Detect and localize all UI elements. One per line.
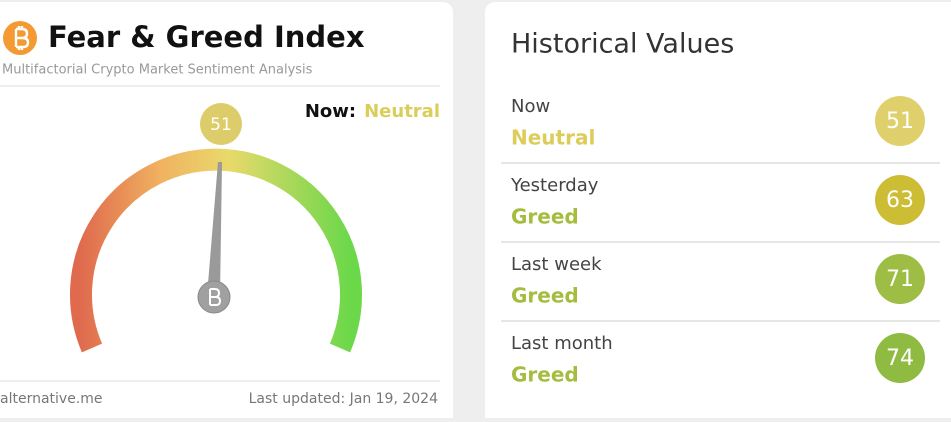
value: 71 — [886, 267, 914, 292]
period: Last month — [511, 333, 613, 354]
footer-updated: Last updated: Jan 19, 2024 — [249, 391, 438, 407]
title: Fear & Greed Index — [48, 20, 365, 54]
period: Now — [511, 96, 550, 117]
subtitle: Multifactorial Crypto Market Sentiment A… — [2, 63, 313, 78]
now-label: Now: — [305, 101, 356, 122]
value: 74 — [886, 346, 914, 371]
classification: Greed — [511, 363, 579, 387]
classification: Greed — [511, 284, 579, 308]
period: Last week — [511, 254, 602, 275]
gauge-bubble — [200, 103, 242, 145]
period: Yesterday — [510, 175, 599, 196]
value-badge — [875, 175, 925, 225]
gauge-value: 51 — [210, 115, 232, 135]
history-title: Historical Values — [511, 29, 734, 60]
footer-source: alternative.me — [0, 391, 103, 407]
value-badge — [875, 333, 925, 383]
gauge-arc — [70, 148, 362, 353]
value: 63 — [886, 188, 914, 213]
history-rows: Now Neutral 51 Yesterday Greed 63 Last week Gre… — [501, 96, 940, 387]
value-badge — [875, 96, 925, 146]
classification: Greed — [511, 205, 579, 229]
gauge-needle — [207, 162, 222, 296]
value: 51 — [886, 109, 914, 134]
classification: Neutral — [511, 126, 595, 150]
history-card — [485, 2, 951, 422]
hub-glyph — [209, 288, 222, 306]
bitcoin-glyph — [14, 26, 30, 50]
value-badge — [875, 254, 925, 304]
now-classification: Neutral — [364, 101, 440, 122]
